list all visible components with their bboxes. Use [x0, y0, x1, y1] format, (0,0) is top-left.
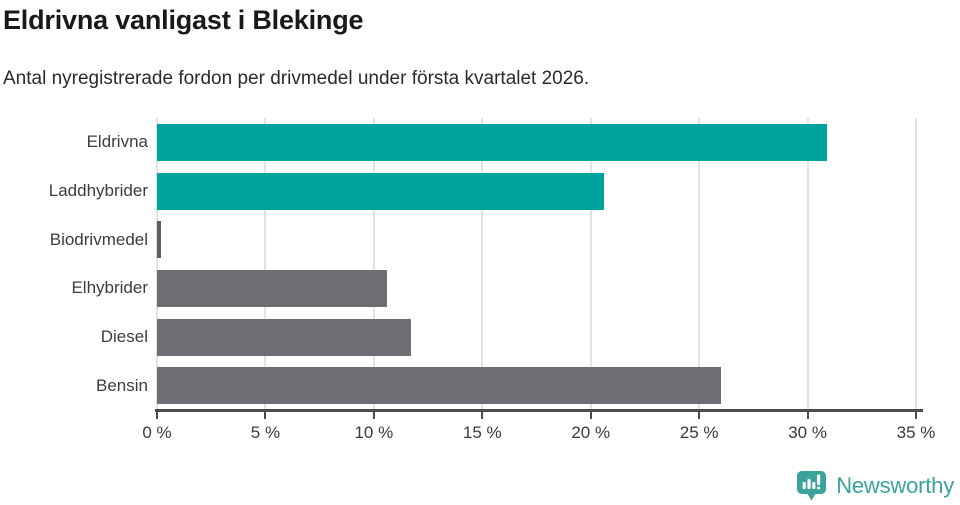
bar-elhybrider: [157, 269, 387, 307]
chart-title: Eldrivna vanligast i Blekinge: [3, 5, 364, 35]
x-tick-mark: [589, 412, 592, 419]
x-axis: 0 % 5 % 10 % 15 % 20 % 25 % 30 % 35 %: [142, 409, 935, 449]
x-tick-mark: [372, 412, 375, 419]
logo-exclamation-dot: [817, 486, 821, 490]
x-tick-label: 10 %: [354, 423, 394, 442]
logo-bar-1: [802, 482, 806, 489]
x-tick-mark: [481, 412, 484, 419]
gridline: [589, 118, 592, 410]
logo-bar-3: [812, 482, 816, 489]
gridline: [264, 118, 267, 410]
x-tick-label: 30 %: [788, 423, 827, 442]
x-tick-mark: [806, 412, 809, 419]
plot-area: [156, 118, 917, 410]
bar-diesel: [157, 318, 411, 356]
category-label: Elhybrider: [71, 278, 148, 298]
chart-subtitle: Antal nyregistrerade fordon per drivmede…: [3, 68, 590, 89]
x-tick-mark: [156, 412, 158, 419]
bar-bensin: [157, 367, 721, 405]
category-label: Diesel: [100, 326, 148, 346]
x-tick-label: 20 %: [571, 423, 611, 442]
bar-laddhybrider: [157, 172, 604, 210]
gridline: [915, 118, 917, 410]
category-label: Eldrivna: [86, 132, 148, 152]
x-tick-mark: [698, 412, 701, 419]
category-label: Bensin: [96, 375, 148, 395]
bar-eldrivna: [157, 123, 828, 161]
newsworthy-logo: Newsworthy: [795, 469, 954, 502]
gridline: [372, 118, 375, 410]
x-tick-label: 15 %: [462, 423, 502, 442]
logo-exclamation-bar: [817, 474, 821, 485]
category-label: Biodrivmedel: [49, 229, 148, 249]
newsworthy-logo-icon: [797, 471, 827, 501]
x-tick-label: 35 %: [896, 423, 936, 442]
gridline: [698, 118, 701, 410]
category-axis-labels: Eldrivna Laddhybrider Biodrivmedel Elhybrid…: [0, 118, 148, 410]
x-tick-label: 25 %: [679, 423, 719, 442]
newsworthy-logo-text: Newsworthy: [836, 472, 954, 498]
x-tick-mark: [915, 412, 917, 419]
x-tick-label: 5 %: [250, 423, 281, 442]
bar-biodrivmedel: [157, 221, 162, 259]
gridline: [806, 118, 809, 410]
category-label: Laddhybrider: [48, 180, 148, 200]
gridline: [481, 118, 484, 410]
x-tick-mark: [264, 412, 267, 419]
x-tick-label: 0 %: [142, 423, 172, 442]
x-axis-line: [155, 409, 923, 412]
logo-bar-2: [807, 479, 811, 489]
gridline: [156, 118, 158, 410]
